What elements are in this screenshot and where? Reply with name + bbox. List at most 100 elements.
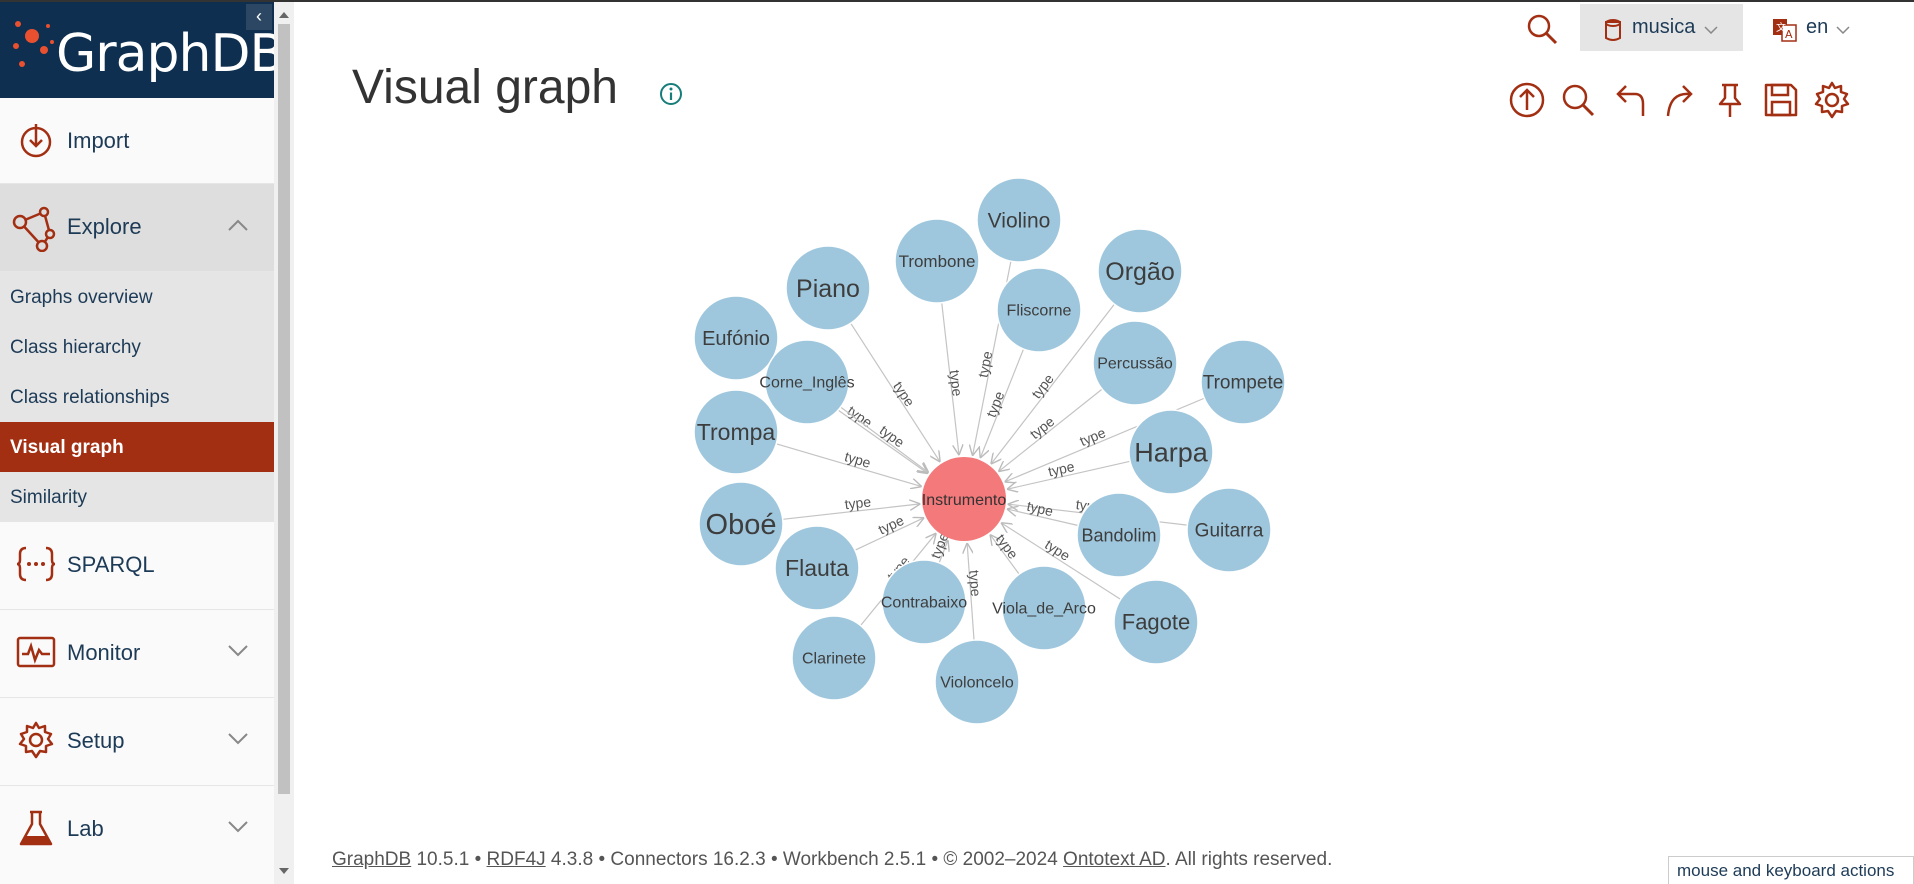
scrollbar-thumb[interactable]	[278, 24, 290, 794]
upload-icon[interactable]	[1507, 80, 1547, 120]
graph-node-circle[interactable]	[1200, 339, 1286, 425]
undo-icon[interactable]	[1609, 80, 1649, 120]
submenu-item-similarity[interactable]: Similarity	[0, 472, 274, 522]
graph-node-circle[interactable]	[1186, 487, 1272, 573]
ontotext-link[interactable]: Ontotext AD	[1063, 849, 1166, 870]
graph-edge[interactable]	[980, 348, 1025, 458]
graph-node[interactable]: Trompa	[693, 389, 779, 475]
mouse-keyboard-actions-button[interactable]: mouse and keyboard actions	[1668, 856, 1914, 884]
graph-node[interactable]: Violoncelo	[934, 639, 1020, 725]
graph-node-circle[interactable]	[1097, 228, 1183, 314]
graph-node[interactable]: Trompete	[1200, 339, 1286, 425]
submenu-item-class-hierarchy[interactable]: Class hierarchy	[0, 322, 274, 372]
graph-edge[interactable]	[990, 534, 1020, 575]
graph-edge[interactable]	[1001, 523, 1121, 600]
sidebar-item-monitor[interactable]: Monitor	[0, 610, 274, 698]
submenu-item-visual-graph[interactable]: Visual graph	[0, 422, 274, 472]
graph-edge[interactable]	[941, 302, 959, 456]
graphdb-link[interactable]: GraphDB	[332, 849, 412, 870]
graph-node-circle[interactable]	[1128, 409, 1214, 495]
graph-edge[interactable]	[854, 518, 924, 551]
language-selector[interactable]: 文 A en	[1770, 4, 1860, 51]
sidebar-item-explore[interactable]: Explore	[0, 184, 274, 272]
sidebar-item-lab[interactable]: Lab	[0, 786, 274, 884]
graph-node[interactable]: Eufónio	[693, 295, 779, 381]
graph-node[interactable]: Fliscorne	[996, 267, 1082, 353]
graph-node[interactable]: Corne_Inglês	[759, 339, 855, 425]
global-search-icon[interactable]	[1525, 12, 1559, 46]
redo-icon[interactable]	[1660, 80, 1700, 120]
graph-node-circle[interactable]	[693, 295, 779, 381]
graph-edge[interactable]	[840, 406, 929, 473]
graph-node[interactable]: Trombone	[894, 218, 980, 304]
search-icon[interactable]	[1558, 80, 1598, 120]
save-icon[interactable]	[1761, 80, 1801, 120]
graph-node-circle[interactable]	[764, 339, 850, 425]
edge-label: type	[983, 389, 1008, 420]
chevron-down-icon	[1704, 26, 1718, 34]
sidebar-item-setup[interactable]: Setup	[0, 698, 274, 786]
database-icon	[1605, 19, 1621, 41]
graph-edge[interactable]	[850, 322, 940, 462]
graph-node-circle[interactable]	[996, 267, 1082, 353]
visual-graph-canvas[interactable]: type type type type type type type type type type…	[640, 172, 1300, 822]
edge-label: type	[1028, 371, 1057, 402]
sidebar: GraphDB ‹ Import Explore	[0, 2, 285, 884]
collapse-sidebar-button[interactable]: ‹	[246, 4, 272, 30]
graph-edge[interactable]	[782, 504, 921, 520]
graph-edge[interactable]	[776, 443, 921, 487]
edge-label: type	[1027, 413, 1058, 442]
info-icon[interactable]	[659, 82, 683, 106]
graph-node-circle[interactable]	[774, 525, 860, 611]
chevron-down-icon	[228, 645, 248, 657]
submenu-item-class-relationships[interactable]: Class relationships	[0, 372, 274, 422]
graph-node[interactable]: Harpa	[1128, 409, 1214, 495]
graph-node-circle[interactable]	[693, 389, 779, 475]
graph-node-circle[interactable]	[1092, 320, 1178, 406]
graph-edge[interactable]	[991, 303, 1115, 464]
pin-icon[interactable]	[1710, 80, 1750, 120]
graph-node[interactable]: Contrabaixo	[881, 559, 967, 645]
graph-node-circle[interactable]	[881, 559, 967, 645]
graph-node-circle[interactable]	[894, 218, 980, 304]
logo[interactable]: GraphDB	[0, 2, 285, 98]
graph-node-circle[interactable]	[1001, 565, 1087, 651]
graph-node[interactable]: Percussão	[1092, 320, 1178, 406]
sidebar-scrollbar[interactable]	[274, 2, 294, 884]
graph-node[interactable]: Clarinete	[791, 615, 877, 701]
scroll-up-arrow-icon[interactable]	[279, 12, 289, 18]
graph-node[interactable]: Fagote	[1113, 579, 1199, 665]
graph-node-circle[interactable]	[785, 245, 871, 331]
graph-edge[interactable]	[998, 388, 1103, 471]
graph-center-circle[interactable]	[922, 457, 1006, 541]
sidebar-item-import[interactable]: Import	[0, 98, 274, 184]
graph-edge[interactable]	[938, 540, 948, 564]
graph-node[interactable]: Flauta	[774, 525, 860, 611]
graph-node-circle[interactable]	[1076, 492, 1162, 578]
graph-edge[interactable]	[1007, 460, 1131, 489]
graph-node-circle[interactable]	[791, 615, 877, 701]
footer-versions: 4.3.8 • Connectors 16.2.3 • Workbench 2.…	[545, 849, 1064, 870]
graph-node[interactable]: Orgão	[1097, 228, 1183, 314]
graph-node-circle[interactable]	[1113, 579, 1199, 665]
scroll-down-arrow-icon[interactable]	[279, 868, 289, 874]
graph-node[interactable]: Bandolim	[1076, 492, 1162, 578]
repository-selector[interactable]: musica	[1580, 4, 1743, 51]
graph-node[interactable]: Guitarra	[1186, 487, 1272, 573]
settings-icon[interactable]	[1812, 80, 1852, 120]
sidebar-item-sparql[interactable]: SPARQL	[0, 522, 274, 610]
graph-node-circle[interactable]	[698, 481, 784, 567]
graph-node-circle[interactable]	[934, 639, 1020, 725]
rdf4j-link[interactable]: RDF4J	[486, 849, 546, 870]
graph-node[interactable]: Viola_de_Arco	[992, 565, 1096, 651]
submenu-label: Class relationships	[10, 387, 170, 408]
graph-node[interactable]: Piano	[785, 245, 871, 331]
graph-node-circle[interactable]	[976, 177, 1062, 263]
submenu-item-graphs-overview[interactable]: Graphs overview	[0, 272, 274, 322]
graph-node[interactable]: Violino	[976, 177, 1062, 263]
graph-edge[interactable]	[1007, 509, 1079, 527]
graph-edge[interactable]	[967, 543, 975, 641]
graph-node[interactable]: Oboé	[698, 481, 784, 567]
graph-center-node[interactable]: Instrumento	[922, 457, 1007, 541]
